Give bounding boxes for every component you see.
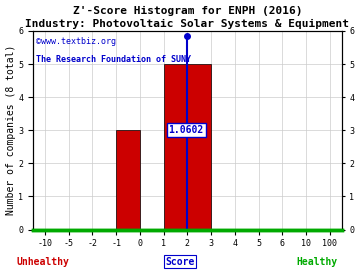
Text: Healthy: Healthy [296,256,337,266]
Y-axis label: Number of companies (8 total): Number of companies (8 total) [5,45,15,215]
Text: Score: Score [165,256,195,266]
Bar [116,130,140,230]
Title: Z'-Score Histogram for ENPH (2016)
Industry: Photovoltaic Solar Systems & Equipm: Z'-Score Histogram for ENPH (2016) Indus… [26,6,350,29]
Text: Unhealthy: Unhealthy [17,256,69,266]
Bar [164,64,211,230]
Text: ©www.textbiz.org: ©www.textbiz.org [36,37,116,46]
Text: The Research Foundation of SUNY: The Research Foundation of SUNY [36,55,191,64]
Text: 1.0602: 1.0602 [168,125,204,135]
